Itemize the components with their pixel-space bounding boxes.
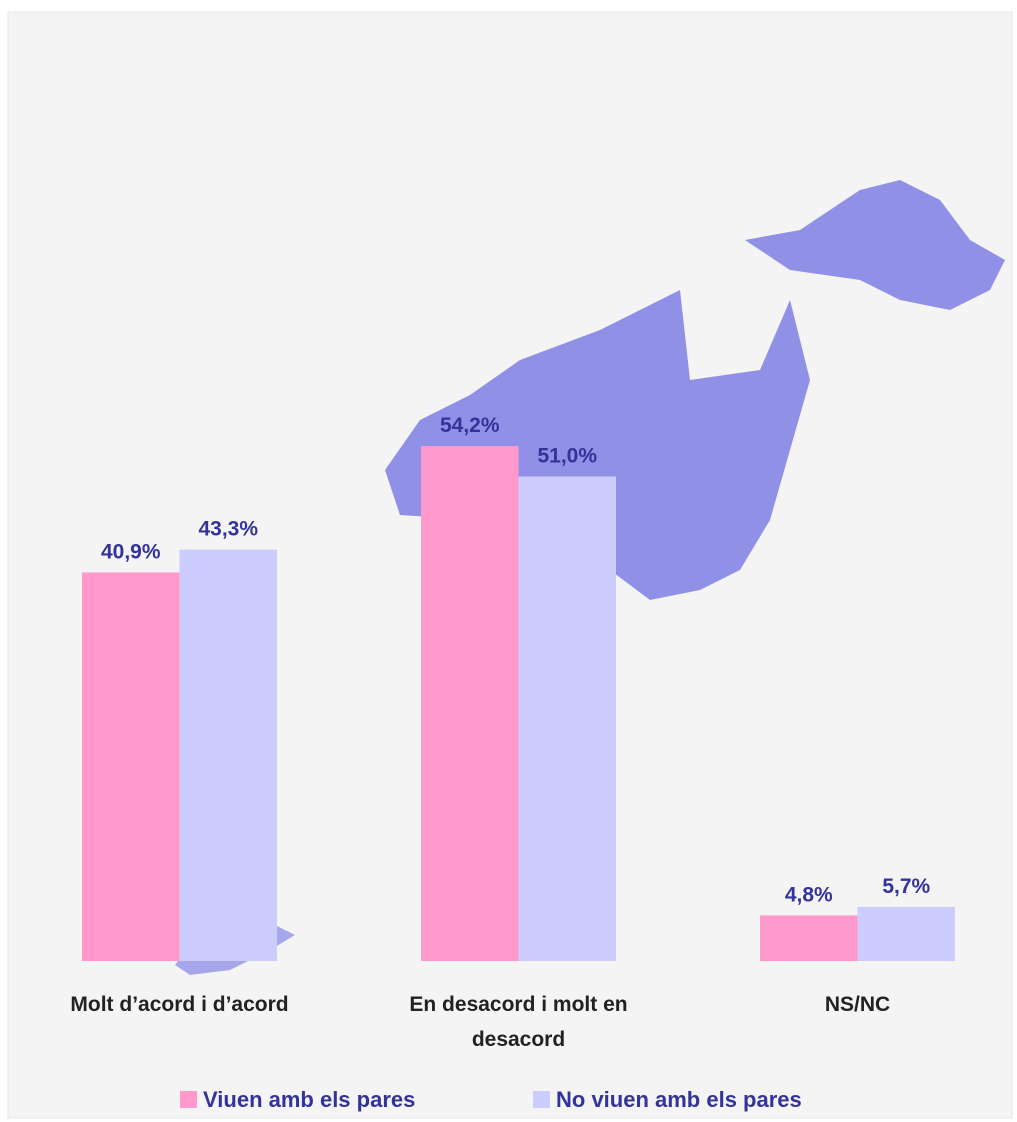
bar (857, 906, 955, 961)
bar (82, 572, 180, 961)
legend-swatch (533, 1091, 550, 1108)
bar (421, 446, 519, 962)
x-tick-label: Molt d’acord i d’acord (70, 993, 289, 1016)
value-label: 5,7% (882, 875, 930, 898)
legend-label: No viuen amb els pares (556, 1087, 802, 1112)
bar (760, 915, 858, 961)
map-shape (745, 180, 1005, 310)
value-label: 51,0% (537, 445, 597, 468)
value-label: 4,8% (785, 883, 833, 906)
legend-label: Viuen amb els pares (203, 1087, 415, 1112)
x-tick-label: En desacord i molt en desacord (409, 993, 628, 1051)
x-tick-label: NS/NC (824, 993, 891, 1016)
bar (518, 476, 616, 961)
legend-swatch (180, 1091, 197, 1108)
value-label: 43,3% (198, 518, 258, 541)
value-label: 54,2% (440, 414, 500, 437)
value-label: 40,9% (101, 540, 161, 563)
bar (179, 549, 277, 961)
